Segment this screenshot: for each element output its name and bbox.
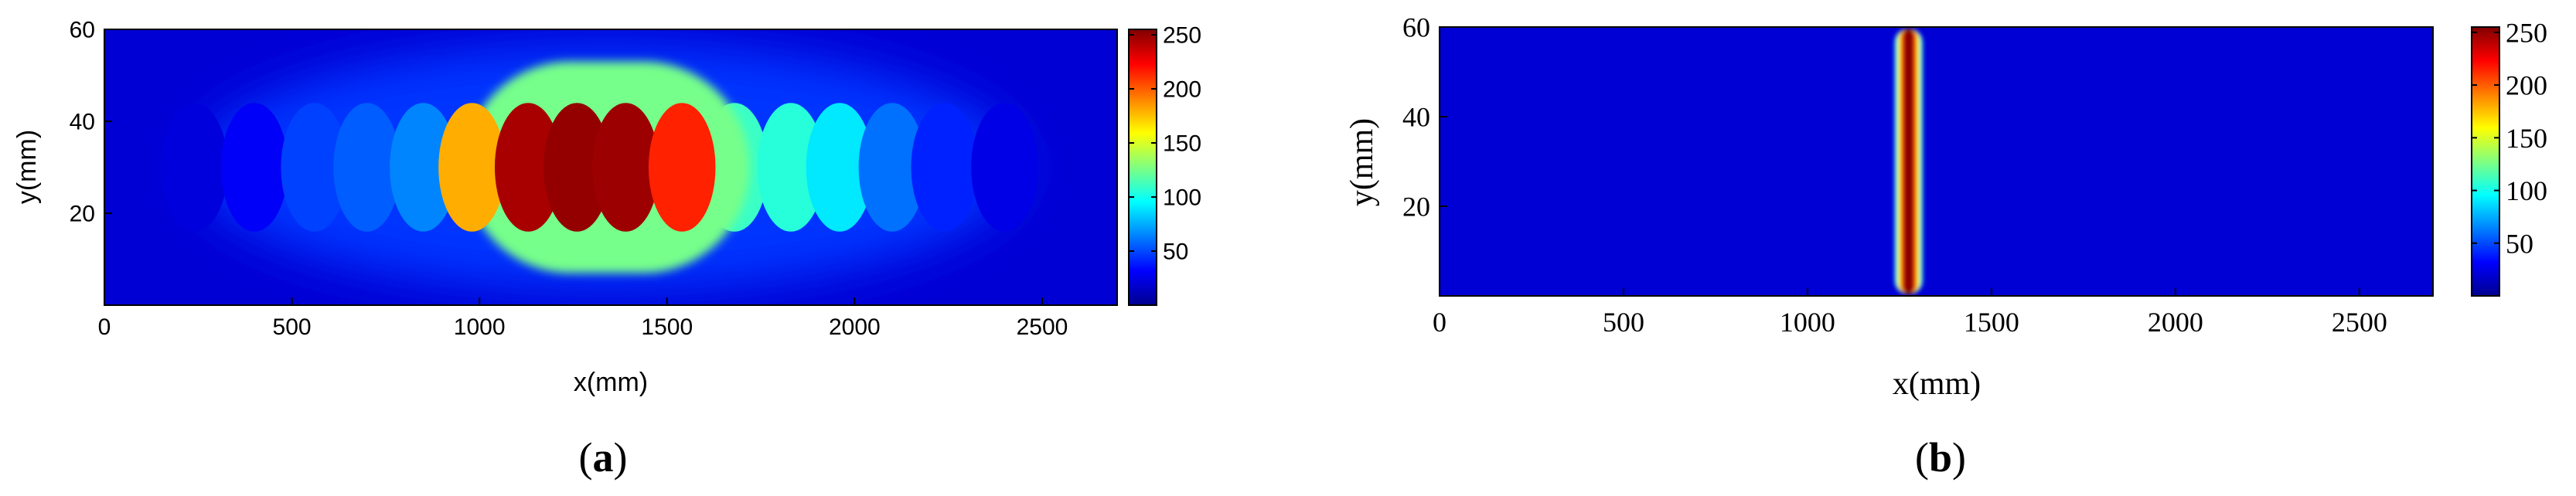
colorbar-tick-label: 50 — [1163, 240, 1188, 265]
x-tick-label: 2000 — [2148, 307, 2203, 338]
y-tick-label: 20 — [70, 202, 95, 227]
heatmap-blob — [161, 103, 228, 232]
x-tick-label: 1500 — [1964, 307, 2019, 338]
heatmap-blob — [806, 103, 874, 232]
x-axis-a: 0 500 1000 1500 2000 2500 — [98, 297, 1068, 340]
ylabel-b: y(mm) — [1344, 118, 1380, 206]
colorbar-tick-label: 50 — [2506, 228, 2533, 259]
y-tick-label: 20 — [1402, 192, 1430, 223]
xlabel-b: x(mm) — [1893, 366, 1981, 402]
heatmap-blob — [494, 103, 562, 232]
colorbar-tick-label: 200 — [1163, 77, 1201, 103]
y-tick-label: 60 — [1402, 12, 1430, 43]
panel-label-a: (a) — [579, 434, 628, 481]
heatmap-blob — [220, 103, 288, 232]
colorbar-tick-label: 200 — [2506, 70, 2547, 101]
x-tick-label: 1000 — [1780, 307, 1835, 338]
colorbar-tick-label: 100 — [1163, 185, 1201, 211]
panel-label-b: (b) — [1915, 434, 1966, 481]
y-axis-a: 20 40 60 — [70, 18, 112, 227]
heatmap-blob — [543, 103, 611, 232]
x-axis-b: 0 500 1000 1500 2000 2500 — [1433, 288, 2387, 338]
heatmap-blob — [281, 103, 349, 232]
x-tick-label: 0 — [98, 314, 111, 340]
heatmap-blob — [333, 103, 400, 232]
x-tick-label: 0 — [1433, 307, 1446, 338]
heatmap-blob — [592, 103, 659, 232]
x-tick-label: 500 — [273, 314, 312, 340]
heatmap-blob — [911, 103, 979, 232]
strip-layer — [1905, 29, 1913, 294]
heatmap-a-hot-blobs — [438, 103, 716, 232]
x-tick-label: 2000 — [829, 314, 881, 340]
heatmap-a-field — [104, 29, 1117, 305]
x-tick-label: 1500 — [641, 314, 693, 340]
y-tick-label: 60 — [70, 18, 95, 43]
heatmap-blob — [858, 103, 926, 232]
ylabel-a: y(mm) — [12, 130, 42, 204]
colorbar-a-ticks: 50 100 150 200 250 — [1129, 23, 1201, 265]
x-tick-label: 1000 — [454, 314, 506, 340]
heatmap-blob — [438, 103, 506, 232]
colorbar-tick-label: 150 — [1163, 131, 1201, 157]
x-tick-label: 2500 — [1017, 314, 1068, 340]
xlabel-a: x(mm) — [574, 368, 648, 397]
heatmap-b-strip — [1894, 29, 1923, 294]
x-tick-label: 500 — [1603, 307, 1644, 338]
colorbar-tick-label: 150 — [2506, 123, 2547, 154]
y-axis-b: 20 40 60 — [1402, 12, 1447, 223]
colorbar-b — [2471, 26, 2500, 297]
colorbar-tick-label: 250 — [1163, 23, 1201, 49]
heatmap-blob — [971, 103, 1038, 232]
plot-frame-b — [1439, 26, 2434, 297]
heatmap-blob — [757, 103, 825, 232]
heatmap-b-background — [1440, 27, 2433, 296]
y-tick-label: 40 — [1402, 102, 1430, 133]
colorbar-tick-label: 100 — [2506, 175, 2547, 206]
colorbar-b-ticks: 50 100 150 200 250 — [2472, 17, 2547, 259]
colorbar-tick-label: 250 — [2506, 17, 2547, 48]
y-tick-label: 40 — [70, 110, 95, 135]
x-tick-label: 2500 — [2332, 307, 2387, 338]
colorbar-a — [1128, 29, 1157, 306]
plot-frame-a — [104, 29, 1118, 306]
heatmap-blob — [390, 103, 457, 232]
heatmap-blob — [648, 103, 716, 232]
